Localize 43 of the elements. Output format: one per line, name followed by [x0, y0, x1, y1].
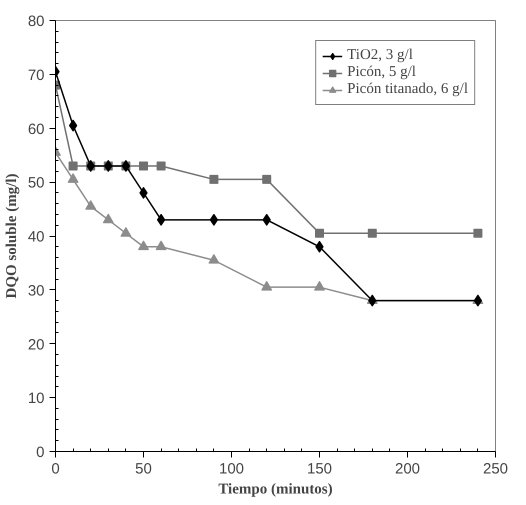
y-tick-label: 60 [28, 120, 45, 138]
y-tick-label: 30 [28, 282, 45, 300]
point [156, 240, 167, 250]
point [68, 161, 78, 170]
y-tick-label: 40 [28, 228, 45, 246]
y-tick-label: 20 [28, 336, 45, 354]
x-tick-label: 150 [306, 460, 332, 478]
point [473, 228, 482, 238]
point [315, 228, 324, 238]
point [120, 227, 132, 237]
point [368, 228, 377, 238]
x-tick-label: 50 [135, 460, 152, 478]
x-tick-label: 100 [218, 460, 244, 478]
x-tick-label: 200 [394, 460, 420, 478]
point [262, 174, 272, 184]
point [209, 174, 218, 184]
point [156, 161, 166, 170]
point [138, 240, 149, 250]
point [315, 240, 324, 253]
legend-label: Picón, 5 g/l [347, 64, 416, 81]
point [208, 254, 220, 264]
point [210, 214, 218, 226]
point [314, 280, 325, 291]
point [261, 280, 272, 291]
point [139, 161, 148, 170]
y-tick-label: 50 [28, 174, 45, 192]
y-axis-title: DQO soluble (mg/l) [4, 173, 20, 298]
x-tick-label: 250 [482, 460, 508, 478]
y-tick-label: 0 [36, 444, 44, 461]
point [68, 173, 79, 183]
point [474, 294, 482, 307]
point [68, 120, 78, 132]
point [139, 186, 148, 199]
y-tick-label: 70 [28, 66, 45, 84]
point [85, 200, 96, 210]
point [102, 214, 114, 224]
legend-label: TiO2, 3 g/l [347, 47, 413, 64]
y-tick-label: 80 [28, 13, 45, 30]
x-tick-label: 0 [51, 460, 60, 478]
legend-label: Picón titanado, 6 g/l [347, 81, 468, 98]
y-tick-label: 10 [28, 390, 45, 408]
point [156, 214, 166, 226]
x-axis-title: Tiempo (minutos) [218, 482, 333, 498]
